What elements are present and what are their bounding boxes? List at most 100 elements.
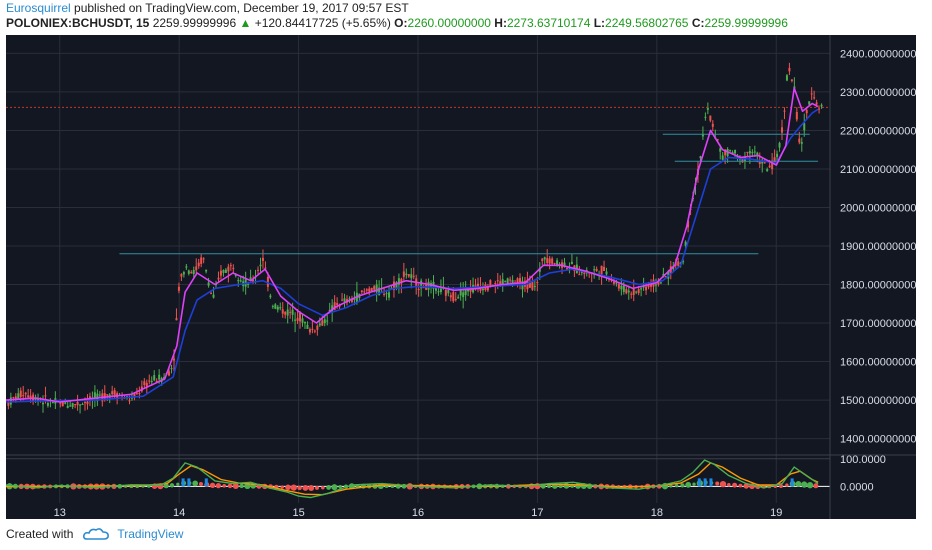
cloud-logo-icon: [83, 528, 110, 540]
candle-body: [301, 318, 304, 323]
candle-body: [682, 261, 685, 263]
candle-body: [407, 274, 410, 277]
candle-body: [420, 280, 423, 289]
candle-body: [457, 296, 460, 299]
candle-body: [306, 324, 309, 329]
oscillator-dot: [169, 483, 175, 488]
oscillator-tick-label: 100.0000: [840, 454, 886, 466]
candle-body: [422, 287, 425, 289]
candle-body: [499, 281, 502, 285]
candle-body: [820, 104, 823, 107]
candle-body: [239, 280, 242, 282]
candle-body: [232, 267, 235, 269]
open-value: 2260.00000000: [407, 16, 491, 30]
x-tick-label: 18: [651, 507, 663, 519]
x-tick-label: 15: [292, 507, 304, 519]
candle-body: [788, 67, 791, 72]
oscillator-dot: [209, 482, 216, 488]
candle-body: [751, 152, 754, 154]
open-label: O:: [394, 16, 408, 30]
candle-body: [563, 262, 566, 267]
candle-body: [605, 271, 608, 275]
candle-body: [781, 127, 784, 133]
candle-body: [699, 156, 702, 159]
oscillator-dot: [290, 484, 297, 491]
quote-line: POLONIEX:BCHUSDT, 15 2259.99999996 ▲ +12…: [6, 16, 788, 30]
candle-body: [229, 265, 232, 267]
oscillator-dot: [738, 483, 743, 488]
candle-body: [519, 278, 522, 283]
candle-body: [434, 286, 437, 291]
candle-body: [197, 262, 200, 267]
candle-body: [800, 142, 803, 144]
candle-body: [701, 133, 704, 137]
candle-body: [69, 405, 72, 407]
candle-body: [785, 75, 788, 81]
candle-body: [365, 289, 368, 291]
change-up-icon: ▲: [239, 16, 252, 30]
oscillator-dot: [813, 483, 819, 489]
candle-body: [296, 318, 299, 321]
candle-body: [595, 268, 598, 272]
candle-body: [570, 261, 573, 265]
candle-body: [172, 358, 175, 361]
candle-body: [219, 270, 222, 276]
candle-body: [711, 123, 714, 127]
candle-body: [600, 265, 603, 275]
candle-body: [704, 116, 707, 118]
candle-body: [467, 289, 470, 292]
candle-body: [516, 278, 519, 283]
oscillator-dot: [280, 485, 284, 489]
candle-body: [81, 404, 84, 406]
oscillator-dot: [727, 483, 731, 487]
candle-body: [654, 284, 657, 286]
candle-body: [687, 220, 690, 228]
candle-body: [158, 374, 161, 380]
candle-body: [412, 275, 415, 277]
candle-body: [12, 397, 15, 399]
candle-body: [237, 280, 240, 282]
x-tick-label: 13: [54, 507, 66, 519]
tradingview-brand[interactable]: TradingView: [117, 527, 184, 541]
candle-body: [353, 298, 356, 300]
candle-body: [286, 309, 289, 316]
x-tick-label: 19: [770, 507, 782, 519]
oscillator-dot: [692, 482, 696, 486]
candle-body: [126, 396, 129, 398]
oscillator-dot: [163, 483, 169, 489]
candle-body: [355, 292, 358, 303]
candle-body: [768, 165, 771, 168]
oscillator-dot: [232, 482, 239, 489]
candle-body: [106, 394, 109, 396]
candle-body: [61, 401, 64, 407]
candle-body: [617, 284, 620, 289]
oscillator-tick-label: 0.0000: [840, 481, 874, 493]
slow-ma-line: [5, 108, 819, 403]
candle-body: [249, 277, 252, 280]
candle-body: [501, 279, 504, 284]
candle-body: [753, 151, 756, 153]
candle-body: [279, 307, 282, 309]
candle-body: [145, 382, 148, 388]
candle-body: [627, 290, 630, 293]
candle-body: [200, 257, 203, 264]
candle-body: [748, 151, 751, 154]
low-label: L:: [593, 16, 606, 30]
candle-body: [684, 241, 687, 246]
candle-body: [630, 293, 633, 295]
high-label: H:: [494, 16, 507, 30]
candle-body: [677, 261, 680, 266]
candle-body: [778, 142, 781, 148]
candle-body: [76, 401, 79, 406]
candle-body: [556, 260, 559, 266]
oscillator-dot: [302, 485, 309, 491]
candle-body: [318, 323, 321, 326]
candle-body: [266, 276, 269, 287]
candle-body: [392, 281, 395, 291]
author-link[interactable]: Eurosquirrel: [6, 1, 71, 15]
candle-body: [138, 392, 141, 395]
candle-body: [709, 115, 712, 121]
candle-body: [98, 394, 101, 396]
candle-body: [640, 288, 643, 290]
